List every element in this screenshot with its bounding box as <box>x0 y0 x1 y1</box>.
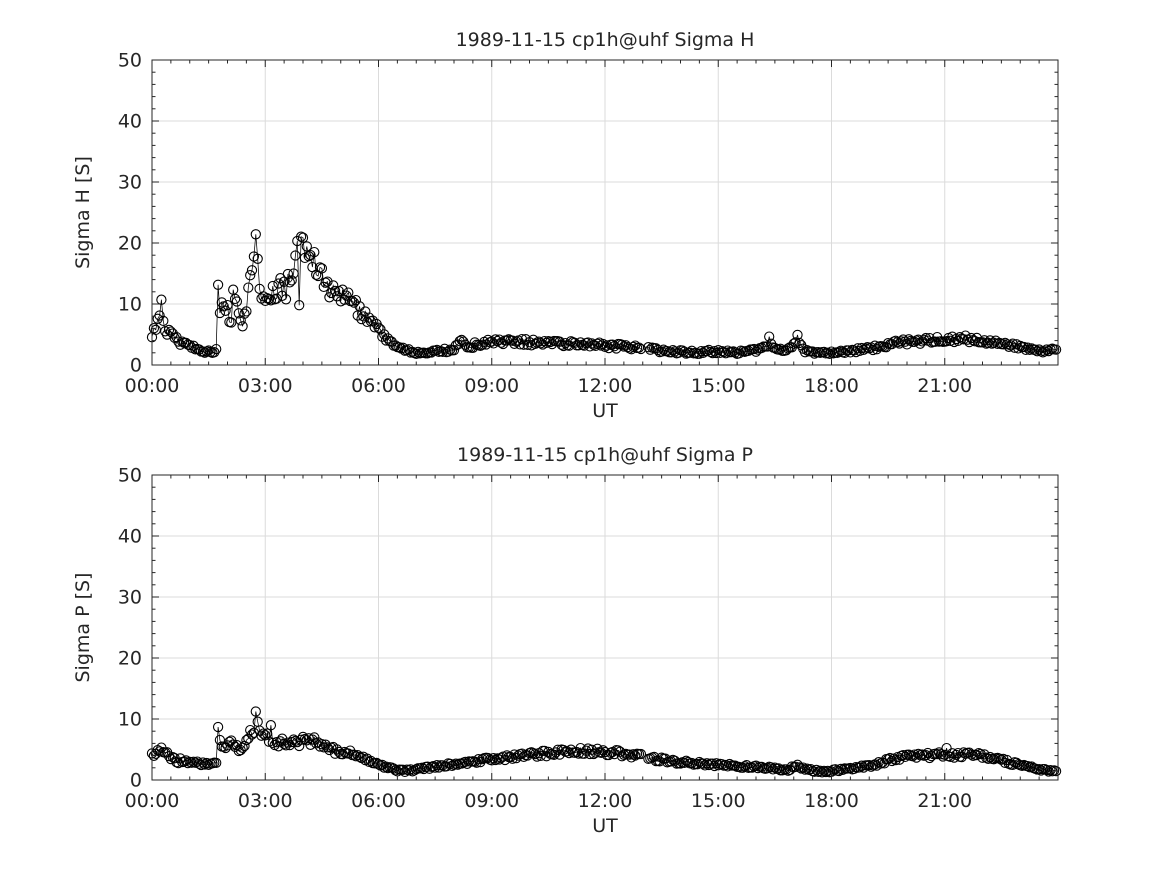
x-tick-label: 06:00 <box>351 790 406 812</box>
y-tick-label: 10 <box>118 294 142 316</box>
x-tick-label: 18:00 <box>804 790 859 812</box>
x-tick-label: 18:00 <box>804 375 859 397</box>
y-tick-label: 50 <box>118 465 142 487</box>
x-tick-label: 06:00 <box>351 375 406 397</box>
series-markers <box>146 706 1062 778</box>
plot-title: 1989-11-15 cp1h@uhf Sigma H <box>456 29 755 51</box>
y-tick-label: 30 <box>118 587 142 609</box>
x-tick-label: 21:00 <box>917 790 972 812</box>
series-markers <box>146 229 1062 359</box>
x-axis-label: UT <box>592 815 618 837</box>
y-tick-label: 0 <box>130 770 142 792</box>
sigma-h-plot: 1989-11-15 cp1h@uhf Sigma H 0 10 20 30 40 50 00… <box>72 29 1062 422</box>
axes <box>151 474 1059 781</box>
y-tick-label: 40 <box>118 111 142 133</box>
x-tick-label: 12:00 <box>578 790 633 812</box>
y-tick-label: 40 <box>118 526 142 548</box>
y-tick-label: 20 <box>118 233 142 255</box>
x-axis-label: UT <box>592 400 618 422</box>
y-tick-label: 20 <box>118 648 142 670</box>
plot-title: 1989-11-15 cp1h@uhf Sigma P <box>457 444 753 466</box>
x-tick-label: 15:00 <box>691 375 746 397</box>
x-tick-label: 03:00 <box>238 790 293 812</box>
labels: 1989-11-15 cp1h@uhf Sigma H 0 10 20 30 40 50 00… <box>72 29 972 422</box>
x-tick-label: 00:00 <box>125 375 180 397</box>
x-tick-label: 03:00 <box>238 375 293 397</box>
x-tick-label: 15:00 <box>691 790 746 812</box>
sigma-p-plot: 1989-11-15 cp1h@uhf Sigma P 0 10 20 30 40 50 00… <box>72 444 1062 837</box>
grid <box>152 475 1059 780</box>
x-tick-label: 09:00 <box>464 375 519 397</box>
y-tick-label: 50 <box>118 50 142 72</box>
y-axis-label: Sigma H [S] <box>72 156 94 269</box>
y-tick-label: 0 <box>130 355 142 377</box>
data-series <box>146 706 1062 778</box>
labels: 1989-11-15 cp1h@uhf Sigma P 0 10 20 30 40 50 00… <box>72 444 972 837</box>
x-tick-label: 00:00 <box>125 790 180 812</box>
y-axis-label: Sigma P [S] <box>72 573 94 683</box>
y-tick-label: 30 <box>118 172 142 194</box>
axes <box>151 59 1059 366</box>
x-tick-label: 09:00 <box>464 790 519 812</box>
data-series <box>146 229 1062 359</box>
grid <box>152 60 1059 365</box>
x-tick-label: 12:00 <box>578 375 633 397</box>
x-tick-label: 21:00 <box>917 375 972 397</box>
y-tick-label: 10 <box>118 709 142 731</box>
